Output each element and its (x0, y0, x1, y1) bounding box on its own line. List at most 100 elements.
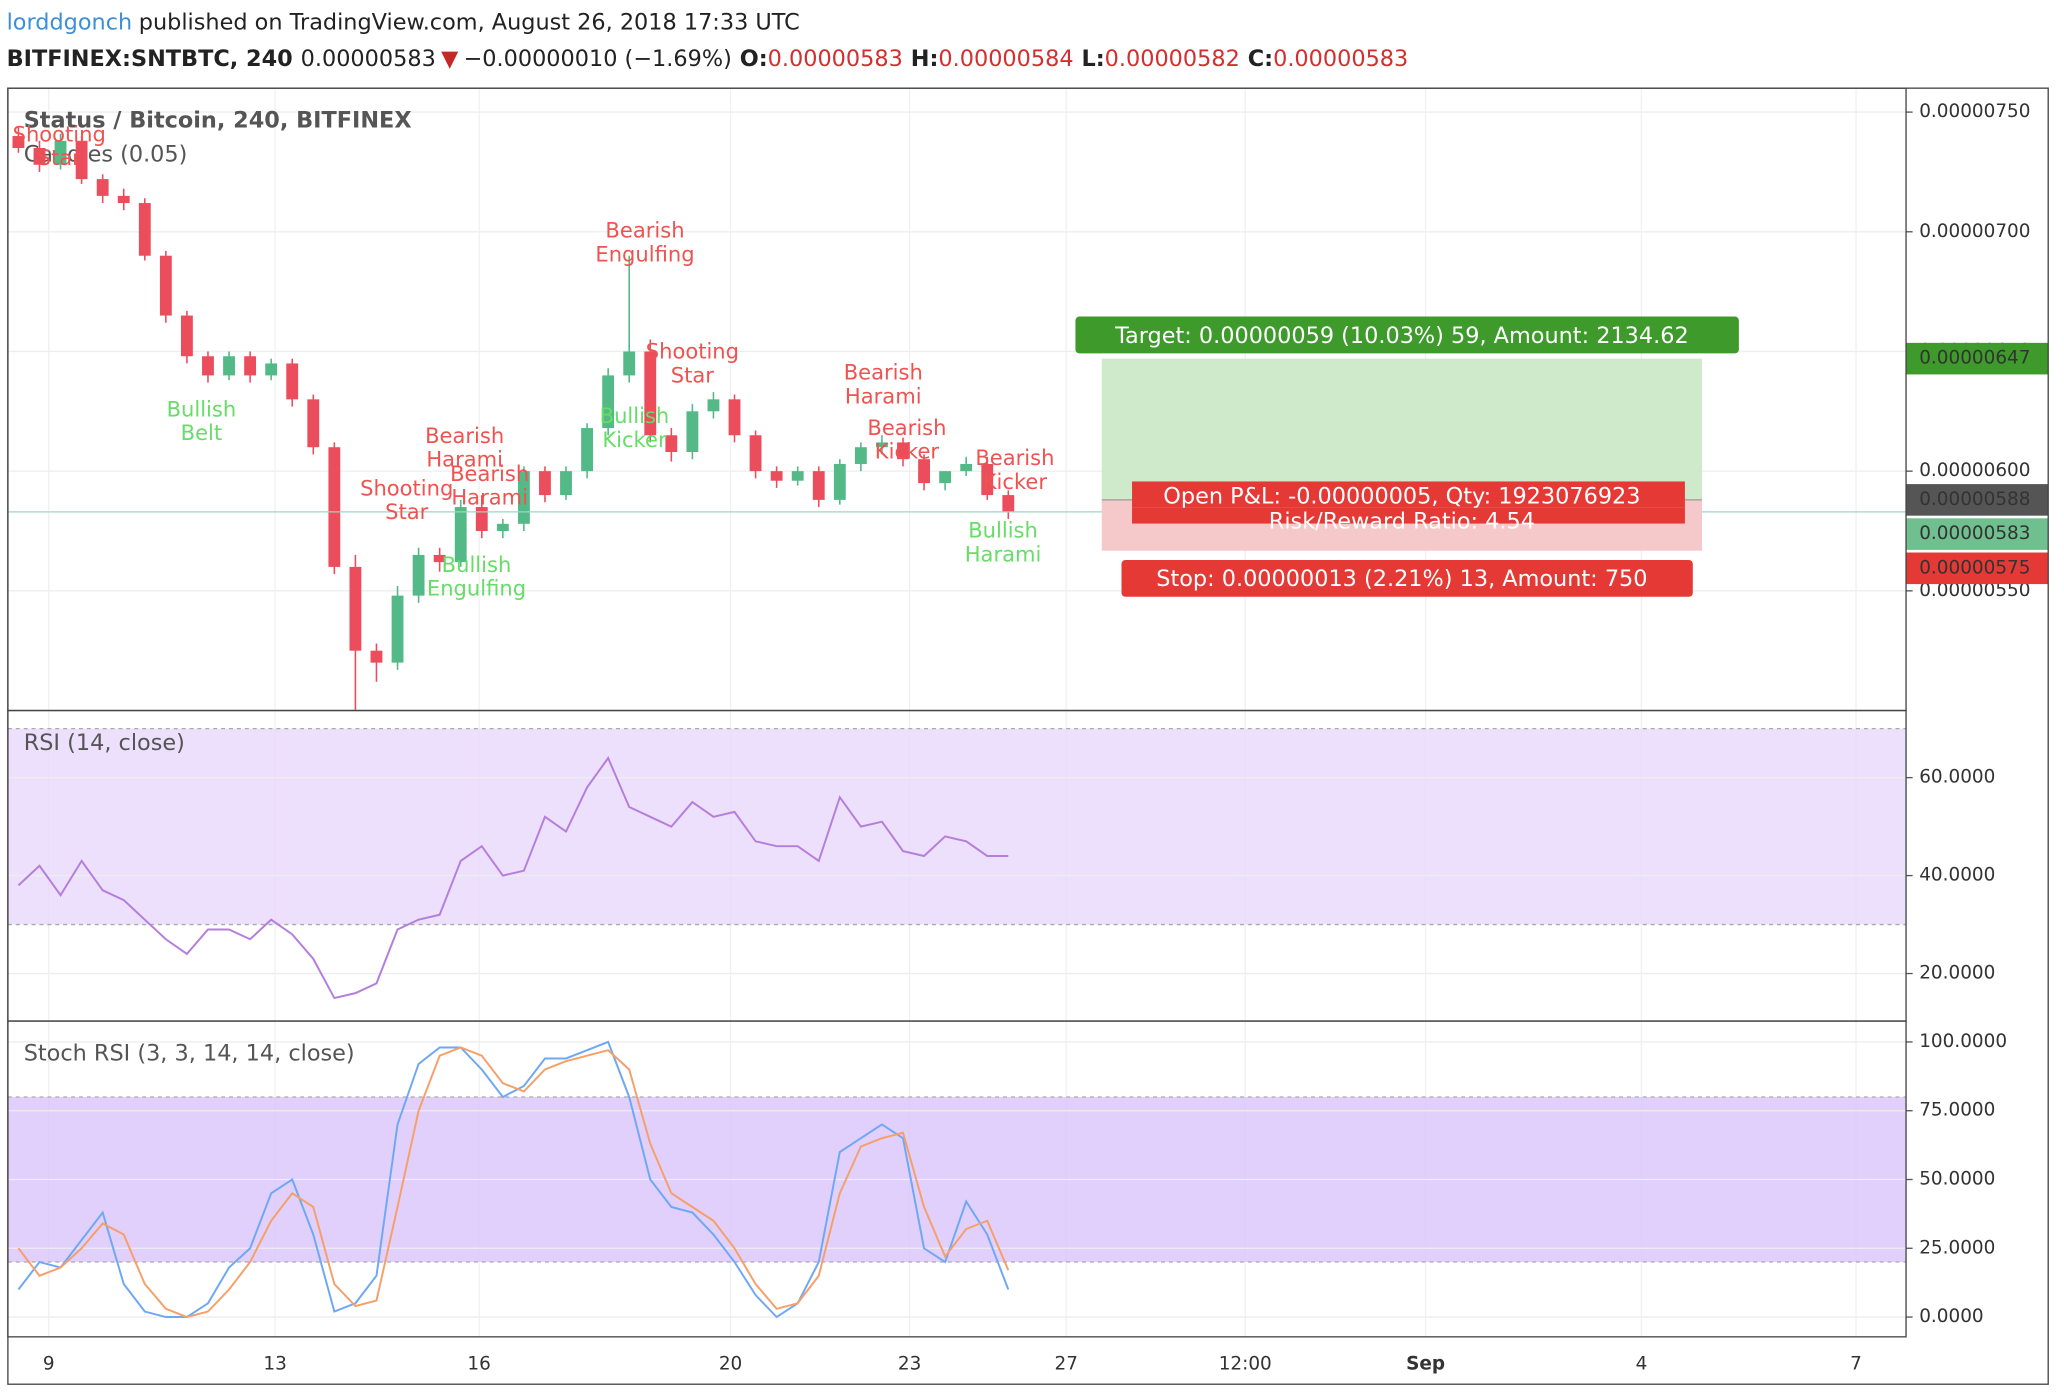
candle-body (981, 463, 994, 496)
candle-body (749, 435, 762, 472)
pattern-label: Belt (181, 420, 223, 445)
candle-body (918, 459, 930, 484)
ohlc-label: H: (911, 46, 939, 72)
pnl-label: Open P&L: -0.00000005, Qty: 1923076923 (1163, 484, 1640, 510)
y-tick-label: 60.0000 (1919, 767, 1995, 788)
x-tick-label: 27 (1055, 1353, 1078, 1374)
ohlc-label: L: (1081, 46, 1104, 72)
candle-body (1002, 495, 1015, 512)
ratio-box (1132, 507, 1685, 524)
candle-body (454, 507, 467, 563)
ohlc-label: O: (740, 46, 768, 72)
pattern-label: Engulfing (595, 241, 694, 266)
x-tick-label: 4 (1636, 1353, 1648, 1374)
x-tick-label: 20 (719, 1353, 742, 1374)
stop-label: Stop: 0.00000013 (2.21%) 13, Amount: 750 (1156, 566, 1647, 592)
price-marker (1906, 342, 2049, 375)
candle-body (602, 375, 615, 429)
candle-body (180, 315, 193, 357)
indicator-line (17, 1046, 1010, 1319)
pane-title: Stoch RSI (3, 3, 14, 14, close) (24, 1040, 355, 1066)
candle-body (897, 442, 909, 460)
candle-body (75, 140, 88, 180)
y-tick-label: 0.00000700 (1919, 221, 2030, 242)
ohlc-value: 0.00000584 (938, 46, 1073, 72)
y-tick-label: 75.0000 (1919, 1100, 1995, 1121)
candle-body (349, 566, 362, 651)
pattern-label: Shooting (360, 475, 453, 500)
ohlc-value: 0.00000583 (768, 46, 903, 72)
pattern-label: Bearish (867, 415, 946, 440)
ratio-label: Risk/Reward Ratio: 4.54 (1269, 509, 1535, 535)
candle-body (960, 463, 973, 472)
candle-body (244, 356, 257, 376)
candle-body (496, 523, 509, 531)
ohlc-label: C: (1248, 46, 1273, 72)
target-box (1075, 316, 1739, 354)
candle-body (686, 411, 699, 453)
change: −0.00000010 (−1.69%) (464, 46, 732, 72)
candle-body (812, 471, 825, 500)
pattern-label: Kicker (983, 469, 1048, 494)
published: published on TradingView.com, August 26,… (139, 9, 800, 35)
pattern-label: Harami (451, 485, 528, 510)
pattern-label: Engulfing (427, 575, 526, 600)
ohlc-value: 0.00000582 (1105, 46, 1240, 72)
x-tick-label: Sep (1406, 1353, 1445, 1374)
y-tick-label: 20.0000 (1919, 963, 1995, 984)
candle-body (138, 203, 151, 256)
candle-body (517, 471, 530, 524)
pattern-label: Bullish (442, 552, 512, 577)
indicator-line (17, 756, 1009, 1000)
pattern-label: Shooting (646, 339, 739, 364)
pane-title: RSI (14, close) (24, 730, 185, 756)
pattern-label: Harami (845, 383, 922, 408)
pattern-label: Bullish (600, 403, 670, 428)
price-marker-label: 0.00000583 (1919, 523, 2030, 544)
pattern-label: Bearish (844, 360, 923, 385)
header-quote: BITFINEX:SNTBTC, 240 0.00000583 ▼ −0.000000… (7, 46, 1409, 72)
last-price: 0.00000583 (301, 46, 436, 72)
header-line: lorddgonch published on TradingView.com, … (7, 9, 800, 35)
candle-body (328, 447, 341, 567)
pattern-label: Star (38, 145, 82, 170)
candle-body (644, 351, 657, 436)
pattern-label: Shooting (13, 122, 106, 147)
candle-body (159, 255, 172, 316)
author[interactable]: lorddgonch (7, 9, 133, 35)
pattern-label: Harami (426, 447, 503, 472)
x-tick-label: 7 (1850, 1353, 1862, 1374)
pattern-label: Bearish (605, 218, 684, 243)
change-arrow: ▼ (441, 46, 459, 72)
candle-body (412, 554, 425, 596)
symbol: BITFINEX:SNTBTC, 240 (7, 46, 293, 72)
indicator-line (17, 1040, 1010, 1319)
candle-body (539, 471, 551, 496)
x-tick-label: 9 (43, 1353, 55, 1374)
candle-body (96, 179, 109, 196)
y-tick-label: 0.0000 (1919, 1306, 1983, 1327)
price-marker-label: 0.00000647 (1919, 348, 2030, 369)
pattern-label: Star (385, 499, 429, 524)
pattern-label: Harami (965, 541, 1042, 566)
price-marker (1906, 484, 2049, 516)
y-tick-label: 100.0000 (1919, 1031, 2007, 1052)
candle-body (939, 471, 952, 484)
candle-body (854, 447, 867, 464)
pattern-label: Kicker (875, 439, 940, 464)
candle-body (475, 507, 488, 531)
y-tick-label: 25.0000 (1919, 1237, 1995, 1258)
pattern-label: Bearish (425, 423, 504, 448)
candle-body (707, 399, 720, 412)
candle-body (433, 554, 446, 563)
price-marker (1906, 552, 2049, 585)
candle-body (833, 463, 846, 500)
candle-body (286, 363, 299, 400)
band (7, 728, 1907, 925)
pnl-box (1132, 481, 1685, 508)
candle-body (728, 399, 741, 436)
candle-body (876, 442, 888, 448)
candle-body (202, 356, 214, 376)
y-tick-label: 0.00000600 (1919, 460, 2030, 481)
